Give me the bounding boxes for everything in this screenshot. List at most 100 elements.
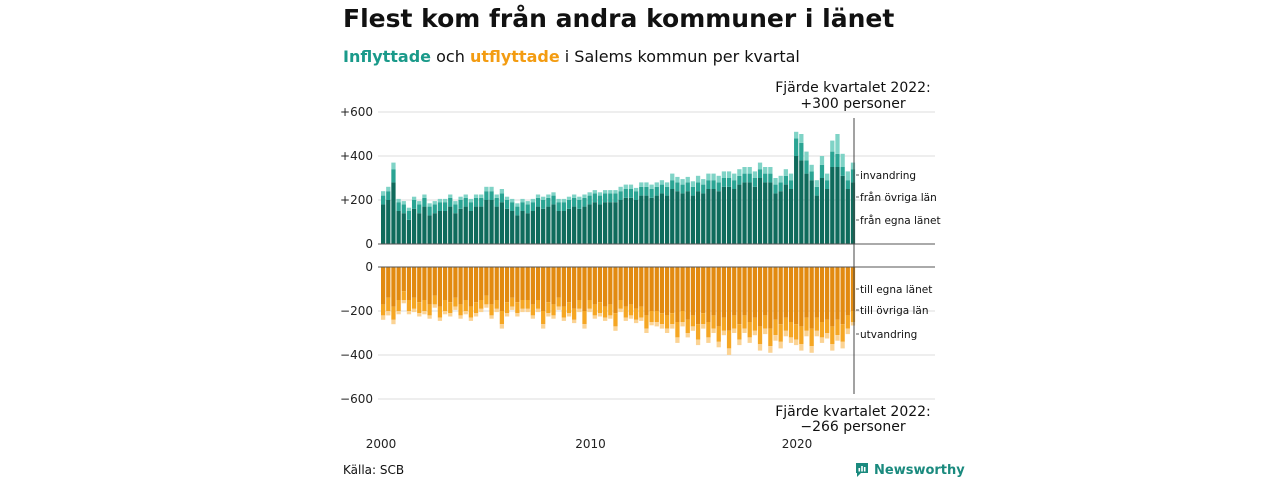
bar-upper-segment [613, 193, 618, 203]
bar-lower-segment [804, 267, 809, 318]
bar-lower-segment [530, 304, 535, 316]
bar-lower-segment [458, 315, 463, 319]
bar-upper-segment [546, 197, 551, 207]
bar-upper-segment [432, 204, 437, 214]
bar-upper-segment [664, 182, 670, 187]
bar-lower-segment [473, 302, 479, 314]
bar-lower-segment [794, 267, 799, 325]
bar-lower-segment [587, 308, 592, 313]
bar-upper-segment [535, 206, 541, 244]
bar-lower-segment [484, 267, 489, 296]
bar-upper-segment [752, 171, 757, 178]
bar-lower-segment [546, 302, 551, 314]
chart-title: Flest kom från andra kommuner i länet [343, 4, 895, 33]
bar-upper-segment [391, 169, 396, 183]
bar-upper-segment [437, 211, 443, 244]
bar-lower-segment [494, 300, 499, 309]
bar-upper-segment [711, 180, 716, 189]
bar-upper-segment [680, 193, 685, 244]
bar-lower-segment [417, 302, 422, 314]
bar-upper-segment [525, 213, 530, 244]
bar-upper-segment [479, 194, 484, 198]
bar-upper-segment [726, 171, 732, 178]
bar-upper-segment [515, 215, 520, 244]
bar-lower-segment [654, 267, 659, 311]
annotation-top-line2: +300 personer [800, 96, 906, 112]
bar-lower-segment [618, 267, 623, 300]
bar-lower-segment [809, 328, 814, 347]
bar-upper-segment [845, 180, 850, 189]
bar-lower-segment [489, 267, 494, 305]
y-tick-label-lower: −400 [340, 348, 373, 362]
bar-lower-segment [468, 267, 474, 307]
bar-lower-segment [737, 339, 742, 346]
bar-lower-segment [695, 324, 701, 340]
bar-lower-segment [757, 267, 763, 327]
bar-upper-segment [577, 200, 582, 209]
bar-lower-segment [603, 306, 608, 318]
bar-lower-segment [819, 267, 825, 322]
bar-lower-segment [835, 335, 840, 341]
bar-lower-segment [597, 267, 603, 303]
bar-lower-segment [401, 267, 406, 292]
bar-upper-segment [618, 200, 623, 244]
x-tick-label: 2010 [575, 437, 606, 451]
bar-upper-segment [406, 211, 412, 220]
bar-upper-segment [566, 208, 572, 244]
y-tick-label-upper: +400 [340, 149, 373, 163]
bar-upper-segment [763, 182, 768, 244]
bar-lower-segment [406, 311, 412, 315]
bar-upper-segment [763, 167, 768, 174]
bar-upper-segment [680, 179, 685, 185]
bar-lower-segment [778, 267, 783, 325]
bar-lower-segment [721, 317, 727, 331]
bar-upper-segment [520, 211, 525, 244]
x-tick-label: 2000 [366, 437, 397, 451]
bar-lower-segment [566, 267, 572, 303]
bar-upper-segment [670, 180, 675, 189]
bar-lower-segment [386, 267, 391, 298]
bar-upper-segment [463, 197, 468, 207]
bar-lower-segment [515, 302, 520, 314]
bar-lower-segment [623, 306, 628, 318]
brand-logo: Newsworthy [855, 462, 965, 478]
bar-lower-segment [835, 319, 840, 336]
bar-upper-segment [737, 184, 742, 244]
bar-upper-segment [814, 195, 819, 244]
bar-lower-segment [840, 341, 845, 349]
bar-lower-segment [510, 306, 515, 310]
bar-lower-segment [701, 324, 706, 329]
bar-lower-segment [711, 315, 716, 329]
bar-lower-segment [778, 341, 783, 349]
bar-upper-segment [830, 140, 835, 152]
bar-upper-segment [603, 190, 608, 194]
bar-upper-segment [484, 186, 489, 192]
bar-lower-segment [608, 304, 613, 316]
bar-lower-segment [396, 311, 401, 315]
bar-lower-segment [633, 319, 639, 324]
bar-lower-segment [463, 267, 468, 300]
bar-upper-segment [742, 173, 747, 183]
bar-lower-segment [726, 348, 732, 355]
bar-upper-segment [396, 211, 401, 244]
bar-upper-segment [473, 197, 479, 207]
bar-upper-segment [706, 180, 711, 189]
bar-upper-segment [840, 167, 845, 176]
bar-upper-segment [592, 202, 597, 244]
bar-upper-segment [546, 194, 551, 198]
bar-upper-segment [747, 167, 752, 174]
bar-upper-segment [639, 186, 644, 196]
subtitle-utflyttade: utflyttade [469, 47, 560, 66]
bar-lower-segment [711, 328, 716, 333]
bar-lower-segment [695, 339, 701, 346]
bar-upper-segment [489, 191, 494, 200]
bar-lower-segment [639, 306, 644, 318]
bar-upper-segment [608, 190, 613, 194]
bar-lower-segment [613, 326, 618, 331]
source-label: Källa: SCB [343, 463, 405, 477]
bar-lower-segment [825, 333, 830, 339]
bar-upper-segment [732, 173, 737, 181]
bar-lower-segment [773, 267, 778, 320]
bar-upper-segment [484, 191, 489, 200]
bar-lower-segment [701, 267, 706, 314]
